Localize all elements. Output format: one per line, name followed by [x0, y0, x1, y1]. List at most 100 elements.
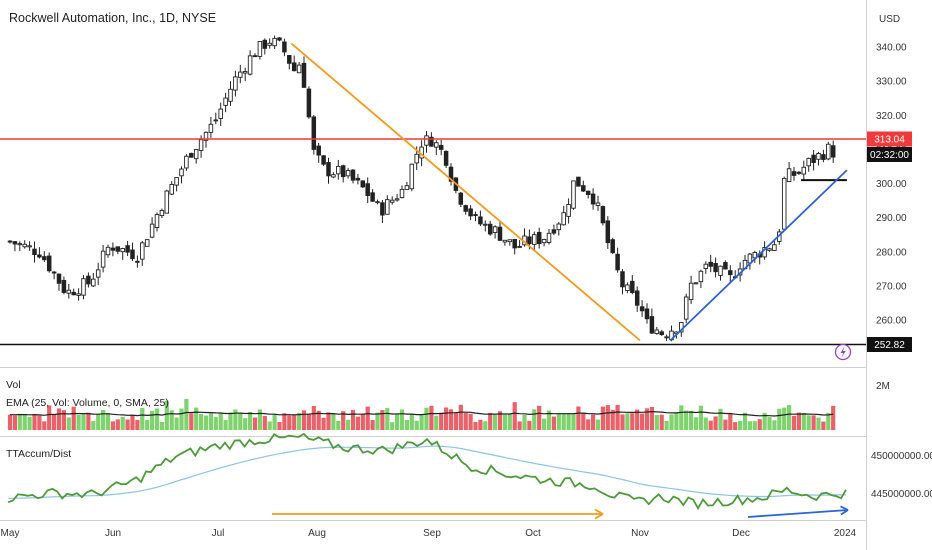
candle[interactable]	[786, 161, 792, 183]
volume-bar[interactable]	[350, 409, 356, 430]
orange-arrow[interactable]	[272, 508, 604, 520]
volume-bar[interactable]	[767, 417, 772, 430]
volume-bar[interactable]	[791, 415, 797, 430]
volume-series[interactable]	[7, 398, 836, 430]
volume-bar[interactable]	[654, 415, 659, 430]
candle[interactable]	[424, 131, 429, 153]
candle[interactable]	[600, 205, 606, 226]
volume-bar[interactable]	[140, 407, 145, 430]
candle[interactable]	[66, 283, 72, 299]
volume-bar[interactable]	[439, 412, 444, 430]
currency-label[interactable]: USD	[879, 14, 900, 25]
volume-bar[interactable]	[831, 405, 836, 430]
volume-bar[interactable]	[365, 406, 370, 430]
volume-bar[interactable]	[762, 412, 767, 430]
volume-bar[interactable]	[453, 412, 458, 430]
candle[interactable]	[17, 241, 23, 252]
candle[interactable]	[120, 247, 125, 260]
volume-bar[interactable]	[497, 411, 503, 430]
candle[interactable]	[409, 163, 415, 192]
volume-bar[interactable]	[17, 413, 22, 430]
candle[interactable]	[208, 116, 214, 138]
volume-bar[interactable]	[385, 408, 390, 430]
candle[interactable]	[811, 149, 816, 171]
volume-bar[interactable]	[360, 413, 365, 430]
candle[interactable]	[487, 220, 493, 236]
volume-bar[interactable]	[355, 416, 360, 430]
volume-bar[interactable]	[135, 419, 140, 430]
candle[interactable]	[404, 181, 410, 190]
volume-bar[interactable]	[223, 420, 228, 430]
candle[interactable]	[576, 176, 581, 187]
candle[interactable]	[683, 293, 689, 324]
candle[interactable]	[370, 189, 375, 202]
volume-ema-line[interactable]	[10, 410, 834, 417]
volume-bar[interactable]	[238, 412, 243, 430]
volume-bar[interactable]	[620, 414, 625, 430]
volume-bar[interactable]	[644, 408, 650, 430]
candle[interactable]	[179, 166, 184, 184]
candle[interactable]	[816, 151, 821, 166]
candle[interactable]	[713, 257, 718, 278]
volume-bar[interactable]	[542, 418, 547, 430]
volume-bar[interactable]	[679, 405, 684, 430]
volume-bar[interactable]	[243, 418, 248, 430]
volume-bar[interactable]	[414, 420, 419, 430]
candle[interactable]	[291, 55, 297, 72]
candle[interactable]	[7, 240, 13, 244]
candle[interactable]	[394, 194, 400, 202]
volume-bar[interactable]	[395, 414, 400, 430]
candle[interactable]	[301, 56, 307, 88]
volume-bar[interactable]	[586, 419, 591, 430]
volume-bar[interactable]	[404, 419, 409, 430]
volume-bar[interactable]	[189, 413, 194, 430]
volume-bar[interactable]	[561, 413, 566, 430]
volume-bar[interactable]	[424, 407, 429, 430]
candle[interactable]	[331, 172, 336, 179]
volume-bar[interactable]	[649, 406, 654, 430]
candle[interactable]	[56, 273, 62, 291]
volume-bar[interactable]	[811, 415, 816, 430]
candle[interactable]	[105, 244, 111, 258]
volume-bar[interactable]	[287, 415, 292, 430]
volume-bar[interactable]	[532, 409, 537, 430]
volume-bar[interactable]	[723, 419, 728, 430]
candle[interactable]	[51, 270, 57, 280]
candle[interactable]	[826, 141, 831, 161]
volume-bar[interactable]	[821, 421, 826, 430]
candle[interactable]	[262, 38, 268, 55]
candle[interactable]	[708, 254, 713, 273]
volume-bar[interactable]	[125, 419, 130, 430]
volume-bar[interactable]	[248, 412, 253, 430]
candle[interactable]	[100, 245, 106, 273]
candle[interactable]	[267, 38, 272, 49]
candle[interactable]	[561, 205, 566, 226]
candle[interactable]	[355, 174, 361, 185]
candle[interactable]	[91, 273, 96, 287]
time-axis[interactable]: May Jun Jul Aug Sep Oct Nov Dec 2024	[1, 528, 857, 539]
candle[interactable]	[718, 265, 723, 281]
candle[interactable]	[473, 211, 478, 222]
candle[interactable]	[492, 225, 498, 239]
accum-average-line[interactable]	[8, 445, 847, 499]
candle[interactable]	[365, 177, 370, 204]
candle[interactable]	[448, 163, 454, 186]
volume-bar[interactable]	[556, 413, 561, 430]
volume-bar[interactable]	[120, 416, 125, 430]
candle[interactable]	[360, 180, 366, 189]
candle[interactable]	[228, 81, 233, 106]
candle[interactable]	[140, 240, 145, 266]
candle[interactable]	[806, 157, 811, 172]
candle[interactable]	[693, 282, 699, 285]
candle[interactable]	[316, 142, 321, 163]
volume-bar[interactable]	[669, 414, 674, 430]
candle[interactable]	[71, 288, 76, 296]
volume-bar[interactable]	[7, 414, 13, 430]
candle[interactable]	[581, 180, 586, 193]
candle[interactable]	[345, 167, 351, 179]
accum-dist-line[interactable]	[7, 432, 847, 511]
volume-bar[interactable]	[718, 408, 723, 430]
candle[interactable]	[605, 216, 611, 249]
volume-bar[interactable]	[370, 420, 375, 430]
